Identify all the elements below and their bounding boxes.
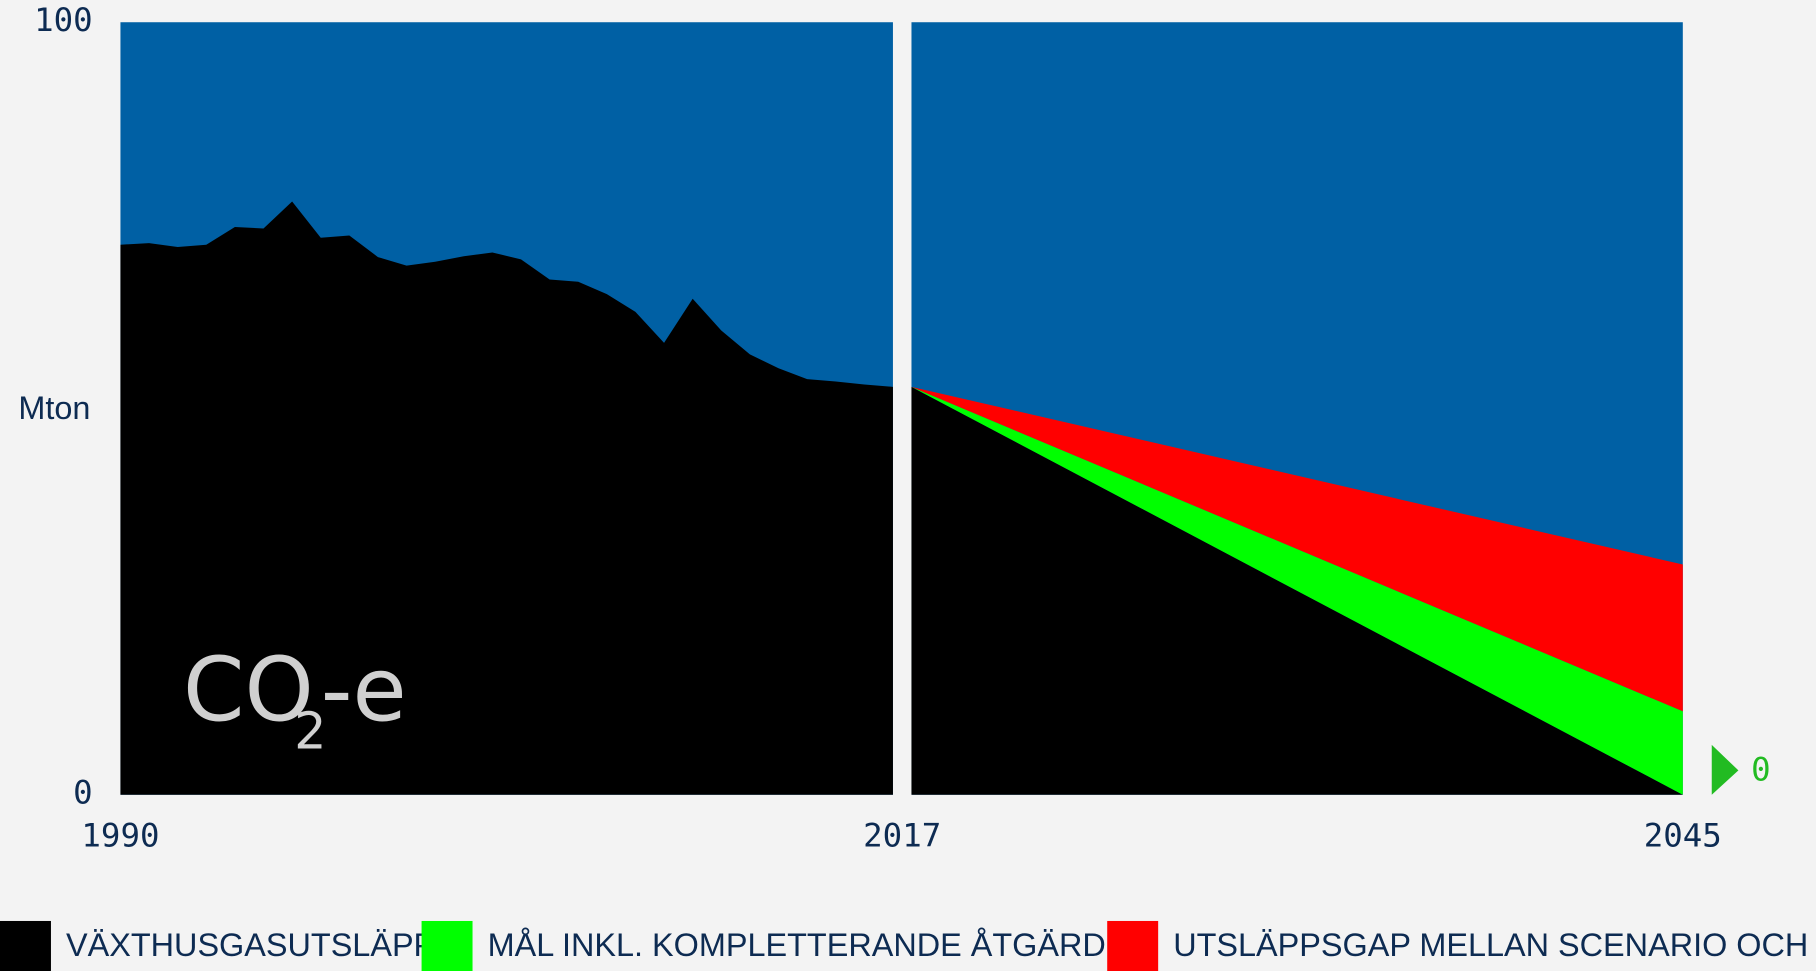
y-tick-label: 100 bbox=[34, 1, 93, 39]
x-tick-label: 2017 bbox=[863, 817, 941, 855]
y-tick-label: 0 bbox=[73, 774, 93, 812]
legend-swatch bbox=[421, 920, 473, 971]
legend-label: MÅL INKL. KOMPLETTERANDE ÅTGÄRDER bbox=[488, 927, 1151, 963]
area bbox=[911, 386, 1683, 795]
x-tick-label: 1990 bbox=[81, 817, 159, 855]
legend-swatch bbox=[0, 920, 51, 971]
unit-label-suffix: -e bbox=[321, 639, 407, 742]
unit-label: CO bbox=[183, 639, 314, 742]
x-tick-label: 2045 bbox=[1644, 817, 1722, 855]
y-axis-label: Mton bbox=[18, 390, 90, 426]
annotation: 0 bbox=[1751, 751, 1771, 789]
legend-label: UTSLÄPPSGAP MELLAN SCENARIO OCH MÅL bbox=[1173, 927, 1816, 963]
annotation-marker bbox=[1711, 744, 1739, 795]
area bbox=[120, 201, 893, 795]
legend-swatch bbox=[1107, 920, 1159, 971]
unit-label-sub: 2 bbox=[294, 702, 326, 761]
legend-label: VÄXTHUSGASUTSLÄPP bbox=[66, 927, 435, 963]
